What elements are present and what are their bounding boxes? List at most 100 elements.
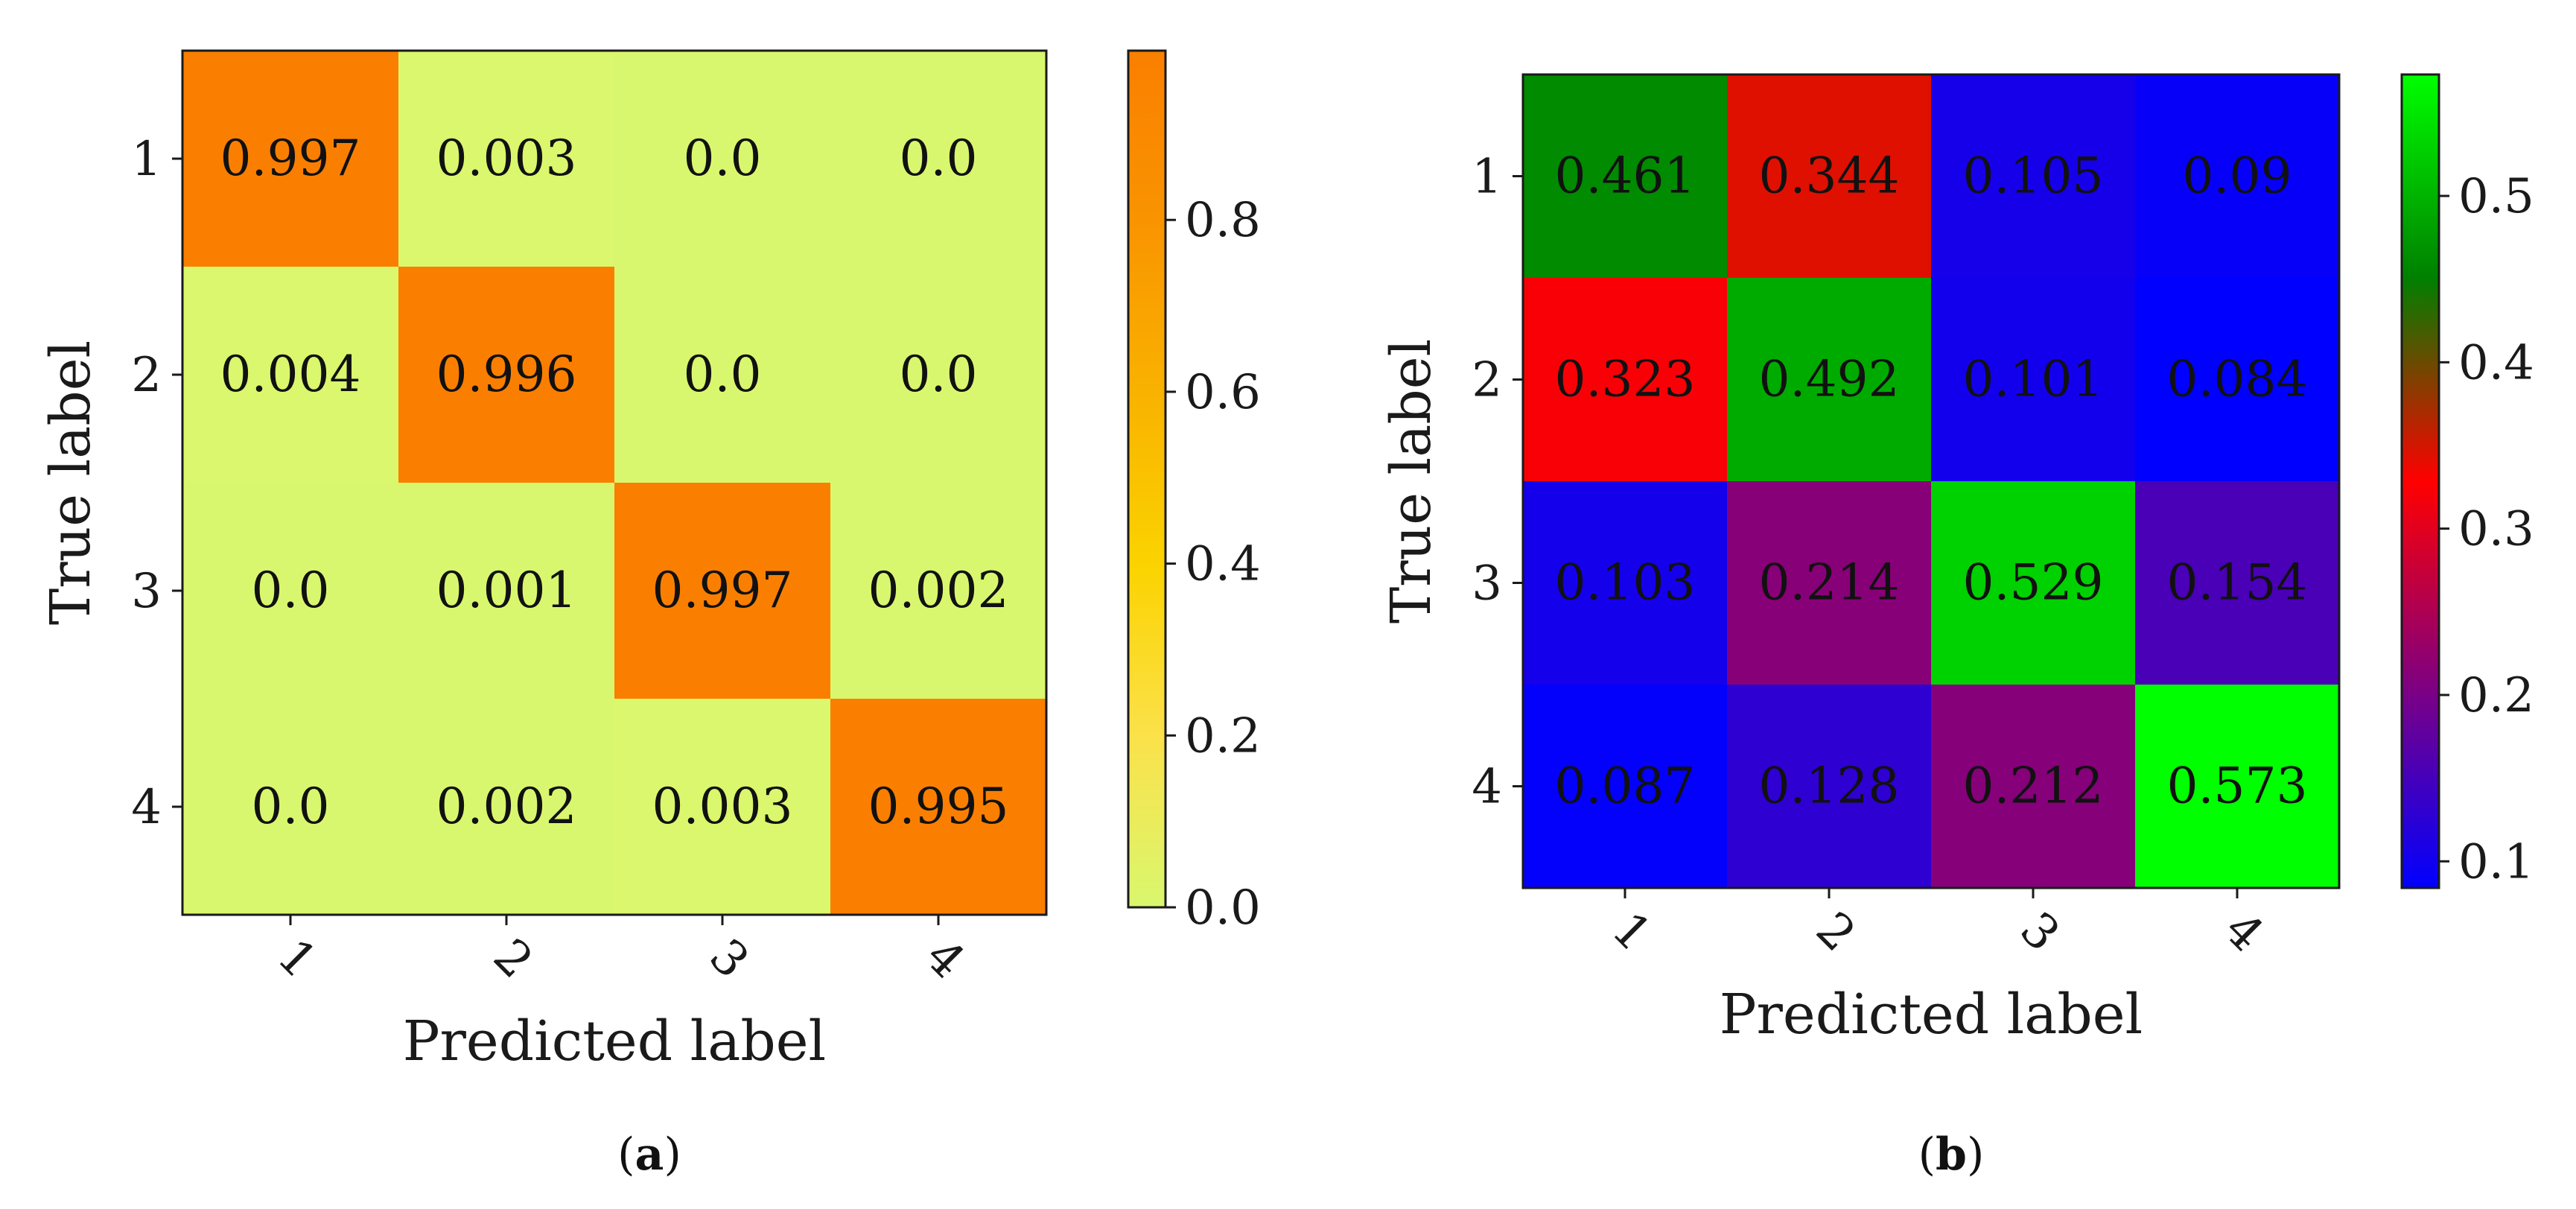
colorbar-tick-label: 0.8 bbox=[1185, 193, 1261, 248]
y-tick-label: 2 bbox=[131, 348, 162, 403]
cell-value-label: 0.997 bbox=[652, 562, 793, 619]
heatmap-cell-3-3 bbox=[1931, 481, 2136, 685]
cell-value-label: 0.003 bbox=[436, 130, 577, 187]
cell-value-label: 0.103 bbox=[1555, 554, 1696, 612]
cell-value-label: 0.0 bbox=[900, 346, 978, 403]
colorbar-tick-label: 0.1 bbox=[2458, 834, 2534, 889]
y-tick-label: 1 bbox=[1472, 150, 1502, 205]
x-tick-label: 1 bbox=[1601, 902, 1661, 962]
cell-value-label: 0.996 bbox=[436, 346, 577, 403]
cell-value-label: 0.0 bbox=[252, 778, 330, 835]
cell-value-label: 0.105 bbox=[1963, 147, 2104, 205]
cell-value-label: 0.002 bbox=[436, 778, 577, 835]
caption-close-paren: ) bbox=[1967, 1129, 1984, 1181]
y-tick-label: 4 bbox=[131, 780, 162, 835]
heatmap-cell-4-4 bbox=[2135, 685, 2340, 889]
heatmap-cell-3-2 bbox=[398, 483, 615, 699]
cell-value-label: 0.323 bbox=[1555, 351, 1696, 408]
colorbar-tick-label: 0.0 bbox=[1185, 880, 1261, 936]
x-tick-label: 2 bbox=[483, 929, 543, 989]
y-tick-label: 4 bbox=[1472, 760, 1502, 815]
colorbar-tick-label: 0.6 bbox=[1185, 365, 1261, 420]
cell-value-label: 0.087 bbox=[1555, 758, 1696, 815]
x-tick-label: 3 bbox=[699, 929, 759, 989]
caption-close-paren: ) bbox=[664, 1129, 681, 1181]
caption-open-paren: ( bbox=[1918, 1129, 1936, 1181]
heatmap-cell-2-1 bbox=[182, 267, 399, 483]
colorbar-tick-label: 0.4 bbox=[1185, 537, 1261, 592]
cell-value-label: 0.573 bbox=[2167, 758, 2308, 815]
heatmap-cell-1-3 bbox=[1931, 74, 2136, 279]
heatmap-cell-2-3 bbox=[1931, 278, 2136, 482]
heatmap-cell-3-3 bbox=[614, 483, 831, 699]
heatmap-cell-2-1 bbox=[1523, 278, 1728, 482]
heatmap-cell-4-2 bbox=[398, 699, 615, 916]
cell-value-label: 0.0 bbox=[900, 130, 978, 187]
heatmap-cell-2-4 bbox=[2135, 278, 2340, 482]
plot-frame bbox=[181, 49, 1048, 916]
heatmap-cell-2-3 bbox=[614, 267, 831, 483]
cell-value-label: 0.214 bbox=[1759, 554, 1900, 612]
y-axis-title: True label bbox=[39, 340, 103, 625]
cell-value-label: 0.09 bbox=[2183, 147, 2292, 205]
panel-caption: (b) bbox=[1918, 1129, 1985, 1181]
y-tick-label: 3 bbox=[1472, 556, 1502, 612]
cell-value-label: 0.004 bbox=[220, 346, 361, 403]
cell-value-label: 0.0 bbox=[684, 346, 762, 403]
cell-value-label: 0.461 bbox=[1555, 147, 1696, 205]
cell-value-label: 0.0 bbox=[684, 130, 762, 187]
cell-value-label: 0.001 bbox=[436, 562, 577, 619]
cell-value-label: 0.101 bbox=[1963, 351, 2104, 408]
panel-caption: (a) bbox=[617, 1129, 681, 1181]
heatmap-cell-3-1 bbox=[182, 483, 399, 699]
heatmap-cell-4-3 bbox=[614, 699, 831, 916]
cell-value-label: 0.128 bbox=[1759, 758, 1900, 815]
cell-value-label: 0.529 bbox=[1963, 554, 2104, 612]
heatmap-cell-1-3 bbox=[614, 51, 831, 267]
heatmap-cell-2-2 bbox=[1727, 278, 1932, 482]
x-axis-title: Predicted label bbox=[403, 1009, 826, 1073]
x-tick-label: 4 bbox=[2213, 902, 2274, 962]
x-tick-label: 3 bbox=[2009, 902, 2070, 962]
y-axis-title: True label bbox=[1379, 339, 1443, 623]
cell-value-label: 0.997 bbox=[220, 130, 361, 187]
heatmap-cell-1-1 bbox=[182, 51, 399, 267]
heatmap-cell-3-1 bbox=[1523, 481, 1728, 685]
heatmap-cell-4-1 bbox=[182, 699, 399, 916]
heatmap-cell-3-2 bbox=[1727, 481, 1932, 685]
x-axis-title: Predicted label bbox=[1720, 983, 2143, 1047]
colorbar-tick-label: 0.2 bbox=[2458, 668, 2534, 723]
heatmap-cell-4-1 bbox=[1523, 685, 1728, 889]
cell-value-label: 0.003 bbox=[652, 778, 793, 835]
heatmap-cell-1-4 bbox=[2135, 74, 2340, 279]
cell-value-label: 0.084 bbox=[2167, 351, 2308, 408]
heatmap-cell-1-2 bbox=[1727, 74, 1932, 279]
colorbar bbox=[1127, 49, 1167, 909]
heatmap-cell-3-4 bbox=[830, 483, 1047, 699]
y-tick-label: 3 bbox=[131, 564, 162, 619]
heatmap-cell-4-3 bbox=[1931, 685, 2136, 889]
caption-letter: b bbox=[1936, 1129, 1967, 1181]
colorbar-tick-label: 0.4 bbox=[2458, 335, 2534, 390]
heatmap-cell-1-1 bbox=[1523, 74, 1728, 279]
cell-value-label: 0.212 bbox=[1963, 758, 2104, 815]
x-tick-label: 4 bbox=[915, 929, 975, 989]
heatmap-cell-2-4 bbox=[830, 267, 1047, 483]
cell-value-label: 0.344 bbox=[1759, 147, 1900, 205]
colorbar-tick-label: 0.3 bbox=[2458, 502, 2534, 557]
x-tick-label: 2 bbox=[1805, 902, 1866, 962]
caption-letter: a bbox=[635, 1129, 664, 1181]
heatmap-cell-1-4 bbox=[830, 51, 1047, 267]
plot-frame bbox=[1521, 73, 2341, 889]
colorbar-tick-label: 0.5 bbox=[2458, 169, 2534, 224]
colorbar bbox=[2400, 73, 2440, 889]
cell-value-label: 0.154 bbox=[2167, 554, 2308, 612]
heatmap-cell-3-4 bbox=[2135, 481, 2340, 685]
colorbar-tick-label: 0.2 bbox=[1185, 708, 1261, 764]
heatmap-cell-4-4 bbox=[830, 699, 1047, 916]
cell-value-label: 0.0 bbox=[252, 562, 330, 619]
x-tick-label: 1 bbox=[267, 929, 327, 989]
heatmap-cell-4-2 bbox=[1727, 685, 1932, 889]
heatmap-cell-2-2 bbox=[398, 267, 615, 483]
